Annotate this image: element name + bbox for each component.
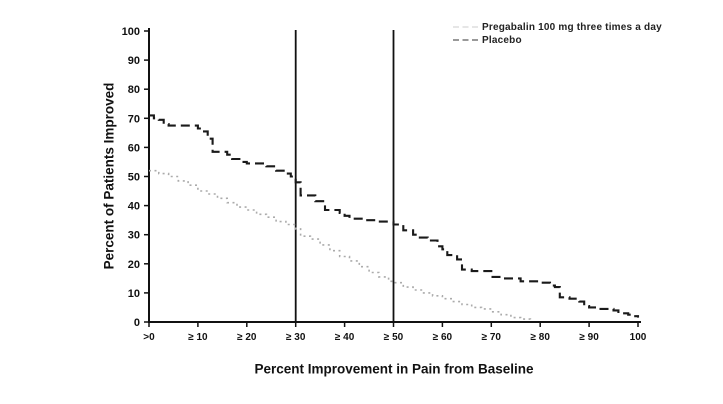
x-tick-label: 100 xyxy=(630,332,647,343)
x-tick-label: ≥ 50 xyxy=(384,332,404,343)
y-tick-label: 50 xyxy=(128,172,140,184)
legend-marker-placebo xyxy=(453,39,478,41)
x-tick-label: ≥ 20 xyxy=(237,332,257,343)
y-tick-label: 0 xyxy=(134,317,140,329)
y-tick-label: 30 xyxy=(128,230,140,242)
x-tick-label: ≥ 60 xyxy=(433,332,453,343)
y-tick-label: 90 xyxy=(128,55,140,67)
legend-marker-pregabalin xyxy=(453,26,478,28)
y-tick-label: 40 xyxy=(128,201,140,213)
x-tick-label: ≥ 90 xyxy=(579,332,599,343)
y-tick-label: 60 xyxy=(128,142,140,154)
y-tick-label: 70 xyxy=(128,113,140,125)
x-tick-label: ≥ 70 xyxy=(482,332,502,343)
legend-entry: Placebo xyxy=(453,34,662,46)
series-line-pregabalin xyxy=(149,114,640,318)
legend-label: Pregabalin 100 mg three times a day xyxy=(482,21,662,33)
x-tick-label: ≥ 80 xyxy=(531,332,551,343)
series-line-placebo xyxy=(149,169,532,321)
y-tick-label: 10 xyxy=(128,288,140,300)
y-tick-label: 20 xyxy=(128,259,140,271)
x-tick-label: ≥ 10 xyxy=(188,332,208,343)
chart-legend: Pregabalin 100 mg three times a day Place… xyxy=(453,21,662,46)
legend-entry: Pregabalin 100 mg three times a day xyxy=(453,21,662,33)
x-tick-label: ≥ 30 xyxy=(286,332,306,343)
y-axis-title: Percent of Patients Improved xyxy=(101,82,117,270)
x-tick-label: ≥ 40 xyxy=(335,332,355,343)
legend-label: Placebo xyxy=(482,34,522,46)
y-tick-label: 80 xyxy=(128,84,140,96)
y-tick-label: 100 xyxy=(122,26,140,38)
x-tick-label: >0 xyxy=(143,332,155,343)
x-axis-title: Percent Improvement in Pain from Baselin… xyxy=(254,361,534,377)
